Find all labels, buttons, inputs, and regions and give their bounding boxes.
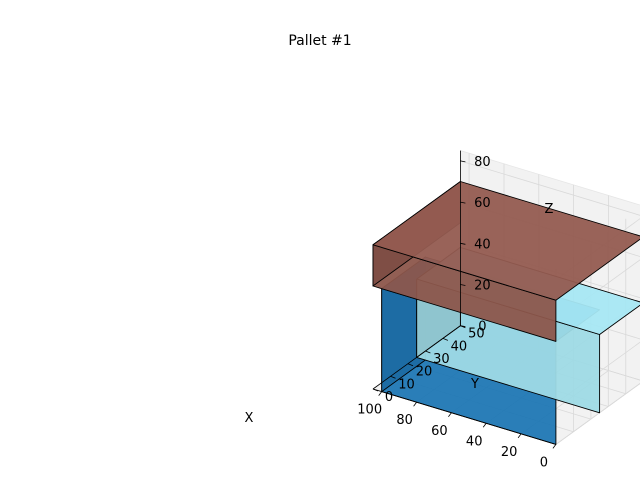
- y-axis-line: [372, 325, 461, 390]
- z-gridline: [460, 160, 640, 216]
- x-tick-label: 80: [396, 413, 413, 428]
- z-tick: [460, 160, 466, 163]
- y-tick: [425, 350, 431, 354]
- cargo-box-3: [372, 181, 640, 342]
- y-tick: [390, 375, 396, 379]
- chart-title: Pallet #1: [288, 33, 352, 49]
- x-tick: [378, 391, 383, 396]
- z-tick-label: 40: [474, 237, 491, 252]
- z-tick-label: 20: [474, 279, 491, 294]
- x-tick: [517, 433, 522, 439]
- y-tick-label: 30: [433, 352, 450, 367]
- z-tick: [460, 201, 466, 204]
- x-tick: [552, 444, 557, 449]
- y-tick-label: 0: [385, 390, 393, 405]
- y-tick-label: 20: [416, 365, 433, 380]
- data-boxes: [372, 181, 640, 445]
- y-tick: [372, 388, 379, 392]
- x-tick-label: 0: [540, 455, 548, 470]
- z-tick-label: 80: [474, 155, 491, 170]
- x-tick: [448, 412, 452, 418]
- y-tick-label: 10: [398, 377, 415, 392]
- y-tick: [442, 338, 449, 341]
- y-tick-label: 50: [468, 327, 485, 342]
- x-tick-label: 20: [501, 445, 518, 460]
- z-tick: [460, 284, 466, 286]
- z-tick-label: 0: [478, 320, 486, 335]
- x-tick-label: 60: [431, 424, 448, 439]
- y-tick-label: 40: [451, 339, 468, 354]
- x-tick-label: 100: [357, 403, 382, 418]
- x-tick-label: 40: [466, 434, 483, 449]
- x-tick: [413, 401, 417, 407]
- x-axis-line: [372, 388, 557, 445]
- z-tick: [460, 242, 466, 245]
- z-tick: [460, 325, 466, 328]
- z-tick-label: 60: [474, 196, 491, 211]
- z-axis-label: Z: [545, 202, 554, 217]
- y-axis-label: Y: [470, 377, 479, 392]
- y-tick: [407, 363, 414, 367]
- x-tick: [482, 423, 487, 428]
- x-axis-label: X: [245, 411, 254, 426]
